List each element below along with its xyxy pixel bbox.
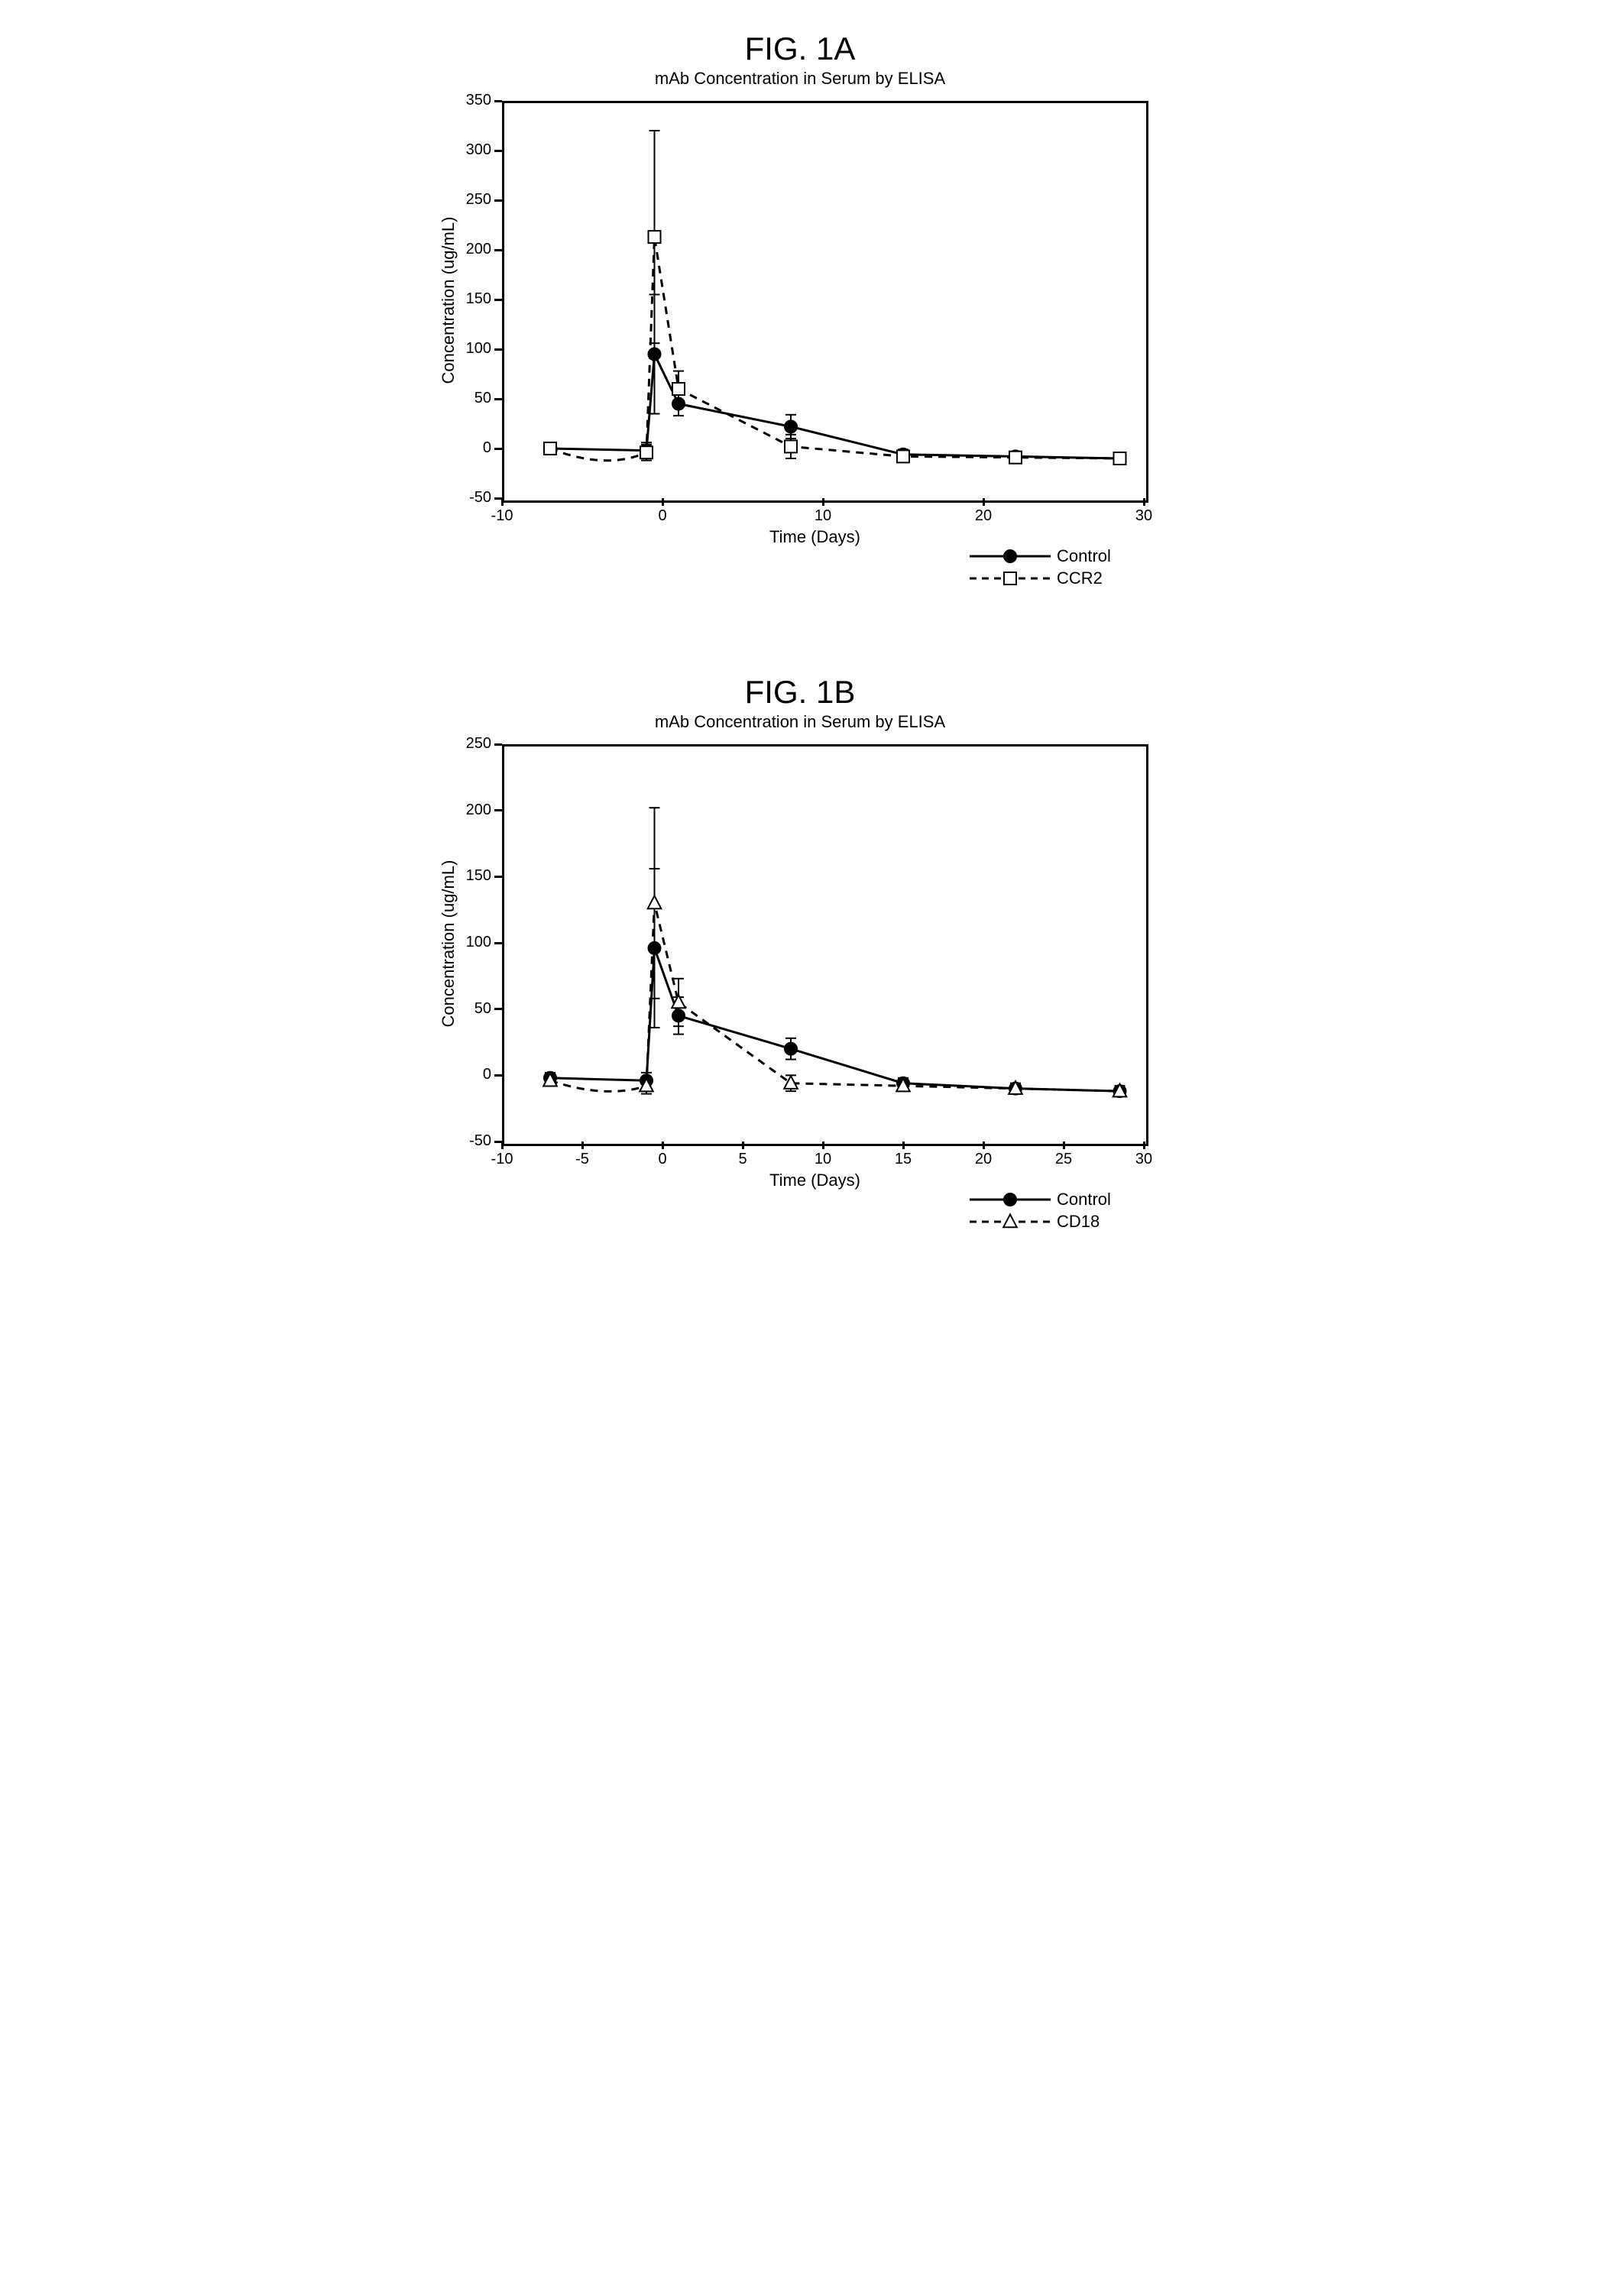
legend: ControlCCR2 bbox=[968, 544, 1111, 590]
series-marker bbox=[544, 442, 556, 455]
figure-label: FIG. 1A bbox=[418, 31, 1182, 67]
series-marker bbox=[785, 420, 797, 432]
series-marker bbox=[785, 440, 797, 452]
series-line bbox=[550, 237, 1120, 461]
legend-label: Control bbox=[1057, 546, 1111, 566]
legend-item: Control bbox=[968, 1189, 1111, 1210]
series-marker bbox=[1114, 452, 1126, 465]
legend-label: CD18 bbox=[1057, 1212, 1100, 1232]
figure-container: FIG. 1AmAb Concentration in Serum by ELI… bbox=[418, 31, 1182, 567]
series-line bbox=[550, 948, 1120, 1091]
plot-wrapper: -50050100150200250-10-5051015202530Conce… bbox=[418, 737, 1182, 1210]
series-line bbox=[550, 355, 1120, 459]
figure-title: mAb Concentration in Serum by ELISA bbox=[418, 712, 1182, 732]
legend-label: Control bbox=[1057, 1190, 1111, 1210]
legend-item: CD18 bbox=[968, 1211, 1111, 1232]
series-marker bbox=[672, 383, 685, 395]
legend-item: CCR2 bbox=[968, 568, 1111, 588]
series-marker bbox=[640, 446, 653, 458]
figure-title: mAb Concentration in Serum by ELISA bbox=[418, 69, 1182, 89]
legend-label: CCR2 bbox=[1057, 568, 1103, 588]
plot-wrapper: -50050100150200250300350-100102030Concen… bbox=[418, 93, 1182, 567]
legend-item: Control bbox=[968, 546, 1111, 566]
series-marker bbox=[897, 450, 909, 462]
series-marker bbox=[1009, 452, 1022, 464]
figure-label: FIG. 1B bbox=[418, 674, 1182, 711]
figure-container: FIG. 1BmAb Concentration in Serum by ELI… bbox=[418, 674, 1182, 1210]
series-marker bbox=[785, 1043, 797, 1055]
legend: ControlCD18 bbox=[968, 1187, 1111, 1233]
series-marker bbox=[649, 231, 661, 243]
series-marker bbox=[648, 895, 662, 908]
